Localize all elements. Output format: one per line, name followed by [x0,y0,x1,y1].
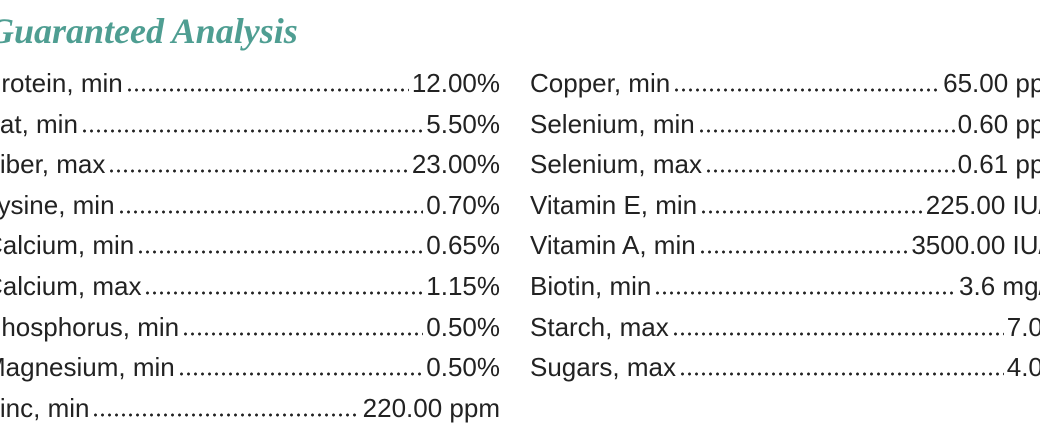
analysis-row: Zinc, min 220.00 ppm [0,393,500,434]
analysis-row: Selenium, max 0.61 ppm [530,149,1040,190]
nutrient-label: Sugars, max [530,352,676,383]
analysis-row: Lysine, min 0.70% [0,190,500,231]
analysis-row: Protein, min 12.00% [0,68,500,109]
nutrient-value: 220.00 ppm [362,392,500,423]
nutrient-label: Lysine, min [0,189,115,220]
analysis-row: Fiber, max 23.00% [0,149,500,190]
nutrient-value: 23.00% [411,149,500,180]
nutrient-label: Copper, min [530,68,671,98]
nutrient-value: 3500.00 IU/lb [911,230,1040,261]
nutrient-value: 0.50% [426,352,500,383]
nutrient-value: 1.15% [426,270,500,301]
nutrient-value: 3.6 mg/lb [959,270,1040,301]
nutrient-value: 0.50% [426,311,500,342]
analysis-row: Phosphorus, min 0.50% [0,312,500,353]
nutrient-label: Vitamin A, min [530,230,696,261]
analysis-row: Starch, max 7.0% [530,312,1040,353]
analysis-row: Copper, min 65.00 ppm [530,68,1040,109]
analysis-row: Vitamin E, min 225.00 IU/lb [530,190,1040,231]
analysis-row: Calcium, max 1.15% [0,271,500,312]
analysis-row: Fat, min 5.50% [0,109,500,150]
nutrient-value: 0.70% [426,189,500,220]
nutrient-label: Phosphorus, min [0,311,180,342]
nutrient-value: 0.61 ppm [957,149,1040,180]
nutrient-label: Calcium, min [0,230,135,261]
nutrient-value: 0.60 ppm [957,108,1040,139]
nutrient-value: 5.50% [426,108,500,139]
column: Copper, min 65.00 ppm Selenium, min 0.60 pp… [530,68,1040,393]
analysis-row: Selenium, min 0.60 ppm [530,109,1040,150]
nutrient-value: 12.00% [411,68,500,98]
nutrient-label: Protein, min [0,68,123,98]
nutrient-label: Vitamin E, min [530,189,698,220]
nutrient-label: Magnesium, min [0,352,175,383]
nutrient-value: 4.0% [1006,352,1040,383]
nutrient-label: Starch, max [530,311,669,342]
nutrient-value: 0.65% [426,230,500,261]
nutrient-label: Selenium, min [530,108,695,139]
analysis-row: Vitamin A, min 3500.00 IU/lb [530,230,1040,271]
nutrient-value: 65.00 ppm [943,68,1040,98]
title: Guaranteed Analysis [0,11,298,51]
nutrient-label: Calcium, max [0,270,142,301]
nutrient-label: Biotin, min [530,270,652,301]
nutrient-value: 225.00 IU/lb [925,189,1040,220]
analysis-row: Magnesium, min 0.50% [0,352,500,393]
nutrient-label: Zinc, min [0,392,90,423]
column: Protein, min 12.00% Fat, min 5.50% Fiber, ma… [0,68,500,433]
nutrient-label: Fiber, max [0,149,106,180]
nutrient-label: Selenium, max [530,149,702,180]
nutrient-label: Fat, min [0,108,78,139]
nutrient-value: 7.0% [1006,311,1040,342]
analysis-row: Calcium, min 0.65% [0,230,500,271]
analysis-row: Sugars, max 4.0% [530,352,1040,393]
analysis-row: Biotin, min 3.6 mg/lb [530,271,1040,312]
